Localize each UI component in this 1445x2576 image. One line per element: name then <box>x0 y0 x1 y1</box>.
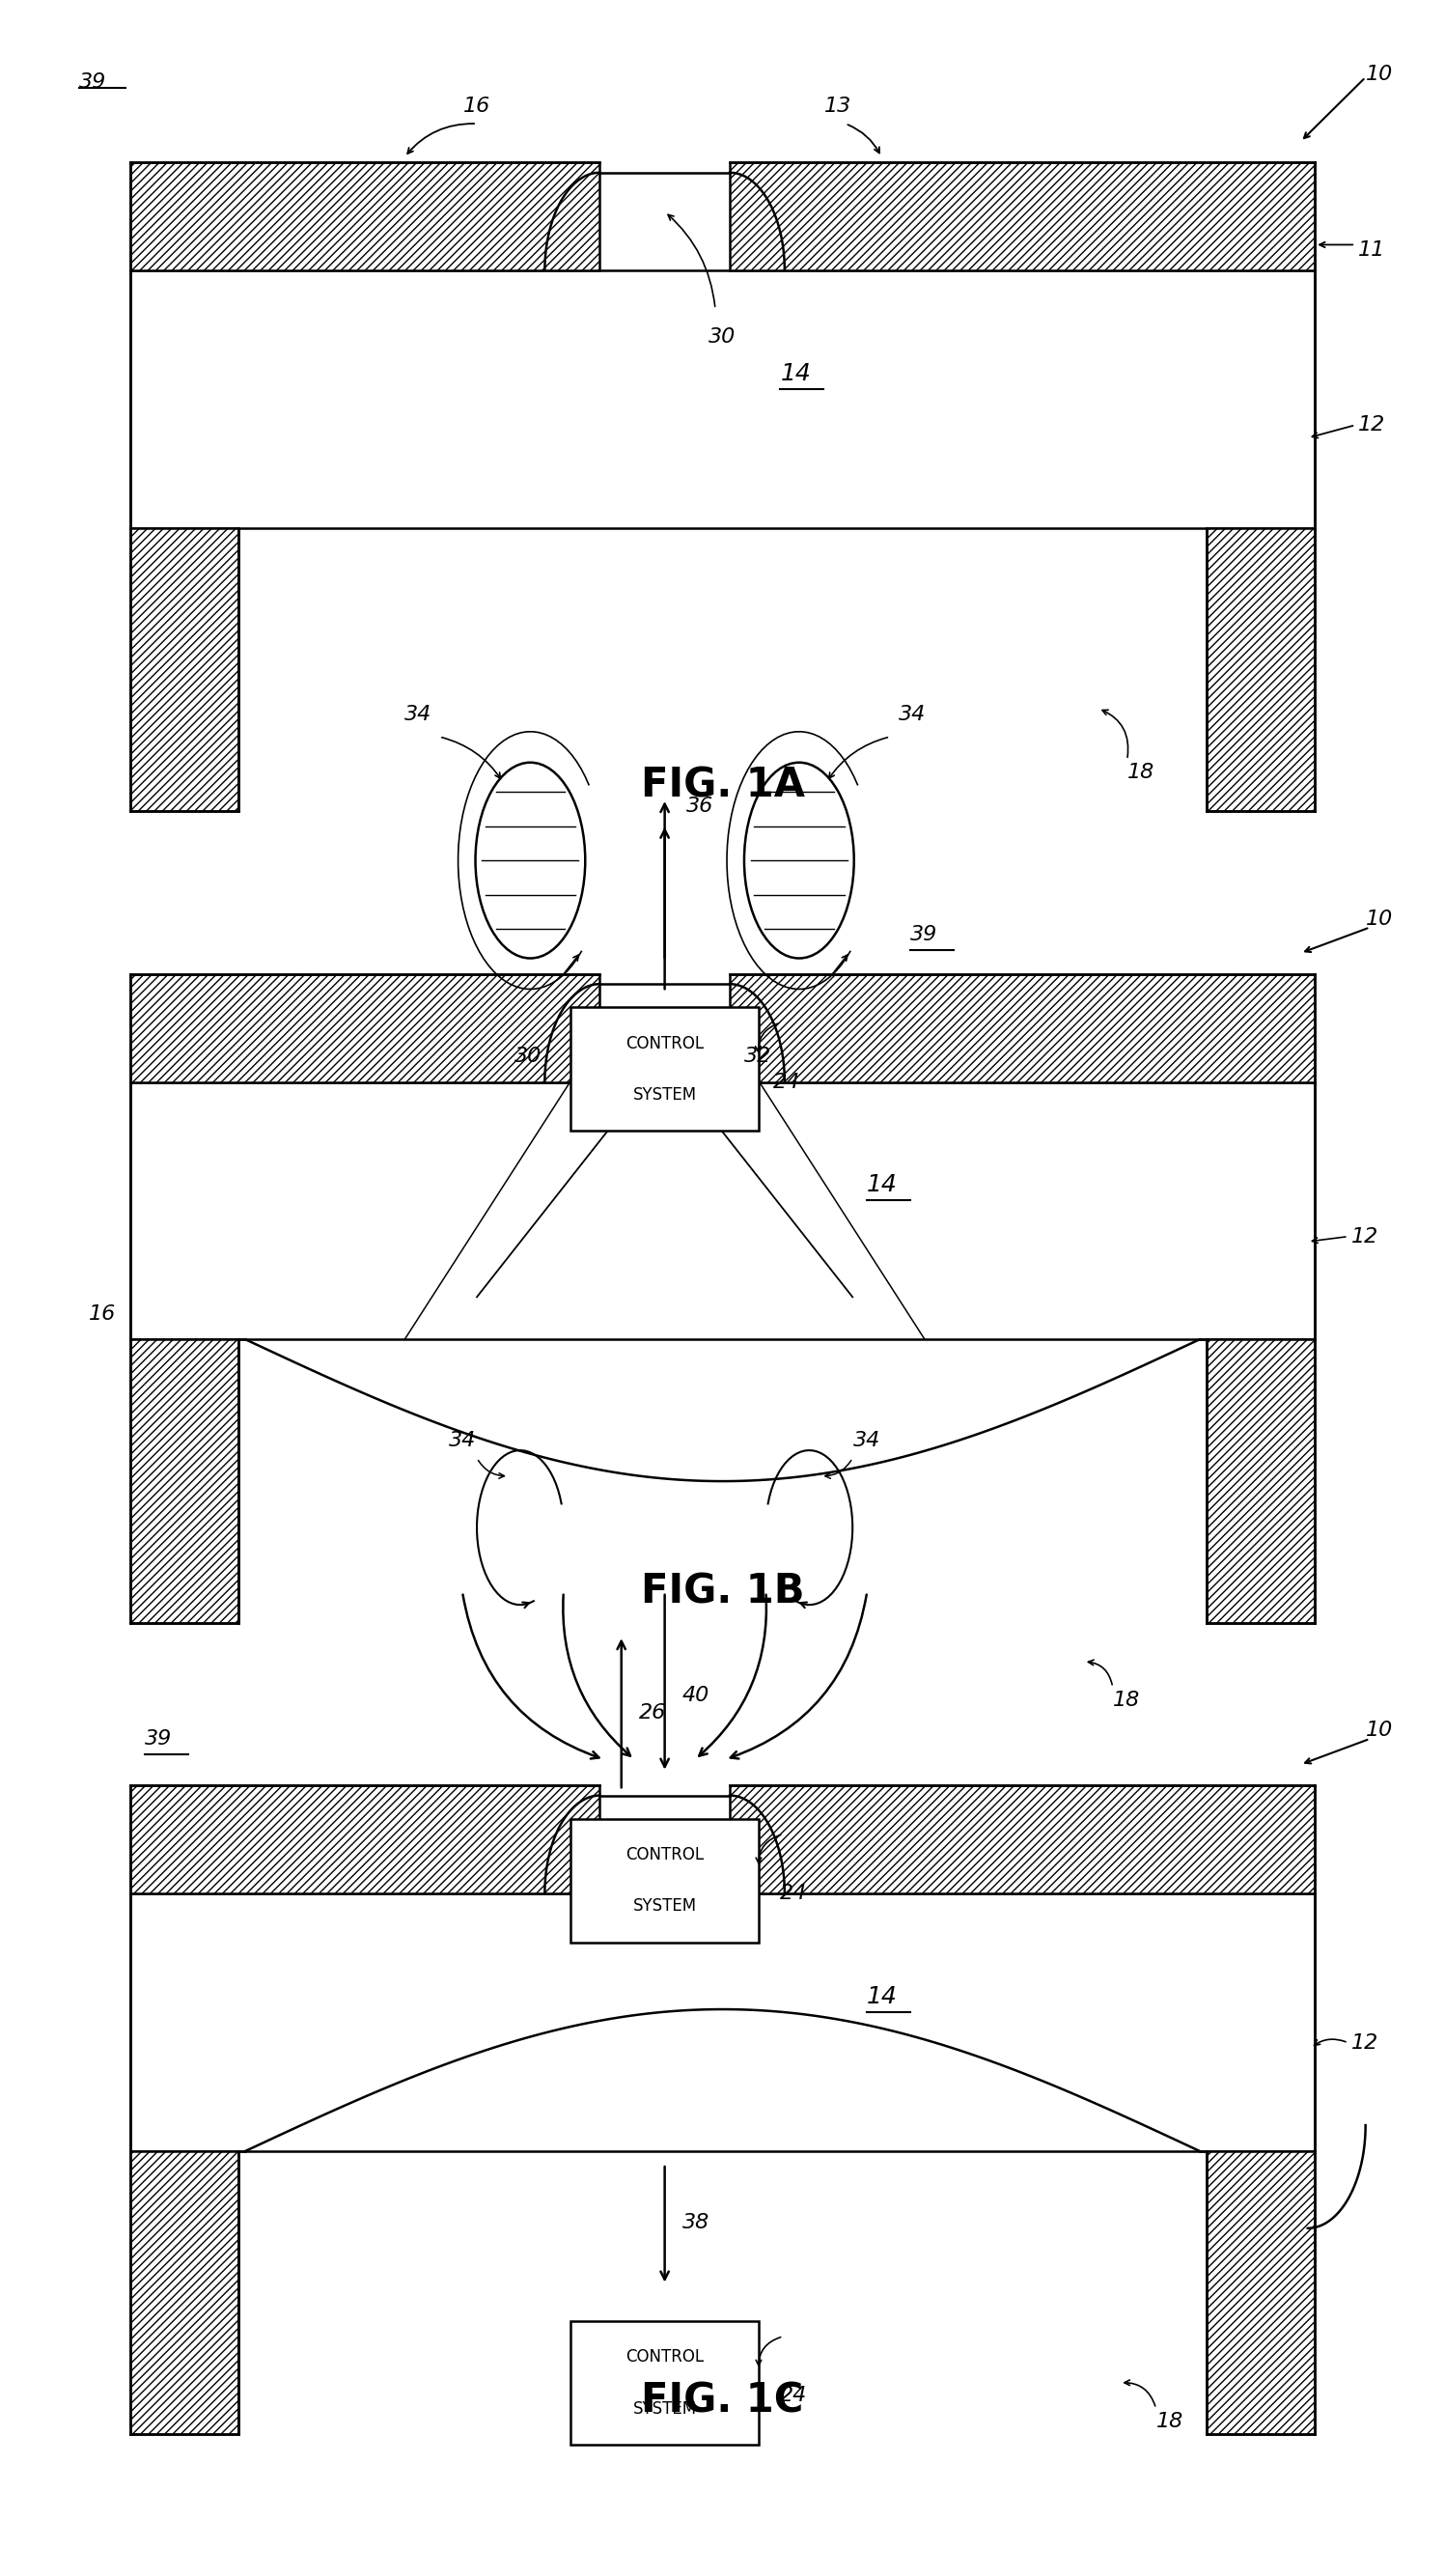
Text: SYSTEM: SYSTEM <box>633 1899 696 1914</box>
Bar <box>130 1893 1315 2151</box>
Text: 10: 10 <box>1366 64 1393 82</box>
Text: 36: 36 <box>686 796 714 817</box>
Text: 39: 39 <box>145 1728 172 1749</box>
Bar <box>1207 528 1315 811</box>
Text: 34: 34 <box>899 706 925 724</box>
Text: 24: 24 <box>780 2385 808 2406</box>
Bar <box>730 1785 1315 1893</box>
Text: 10: 10 <box>1366 1721 1393 1739</box>
Text: FIG. 1C: FIG. 1C <box>642 2380 803 2421</box>
Text: FIG. 1A: FIG. 1A <box>640 765 805 806</box>
Text: 14: 14 <box>867 1986 897 2007</box>
Text: CONTROL: CONTROL <box>626 2349 704 2365</box>
Text: 16: 16 <box>88 1303 116 1324</box>
Text: 32: 32 <box>744 1046 772 1066</box>
Text: 40: 40 <box>682 1685 709 1705</box>
Bar <box>130 270 1315 528</box>
Bar <box>130 1082 1315 1340</box>
Bar <box>1207 2151 1315 2434</box>
Text: 18: 18 <box>1156 2411 1183 2432</box>
Text: 26: 26 <box>639 1703 666 1723</box>
Text: 30: 30 <box>708 327 736 345</box>
Text: 12: 12 <box>1351 2032 1379 2053</box>
Text: 34: 34 <box>405 706 431 724</box>
Text: 39: 39 <box>910 925 938 945</box>
Bar <box>730 162 1315 270</box>
Text: 11: 11 <box>1358 240 1386 260</box>
Text: 14: 14 <box>867 1175 897 1195</box>
Bar <box>130 162 600 270</box>
Text: 18: 18 <box>1127 762 1155 783</box>
Text: CONTROL: CONTROL <box>626 1036 704 1051</box>
Text: 14: 14 <box>780 363 811 384</box>
Bar <box>130 1785 600 1893</box>
Text: 12: 12 <box>1358 415 1386 435</box>
Text: 34: 34 <box>449 1432 475 1450</box>
Text: 13: 13 <box>825 98 851 116</box>
Bar <box>730 974 1315 1082</box>
Bar <box>130 2151 238 2434</box>
Bar <box>571 1819 759 1942</box>
Text: 24: 24 <box>780 1883 808 1904</box>
Text: 12: 12 <box>1351 1226 1379 1247</box>
Text: 18: 18 <box>1113 1690 1140 1710</box>
Text: 39: 39 <box>79 72 107 90</box>
Bar <box>130 1340 238 1623</box>
Bar <box>130 528 238 811</box>
Text: 30: 30 <box>514 1046 542 1066</box>
Bar <box>1207 1340 1315 1623</box>
Text: SYSTEM: SYSTEM <box>633 1087 696 1103</box>
Bar <box>571 1007 759 1131</box>
Text: FIG. 1B: FIG. 1B <box>640 1571 805 1613</box>
Text: 24: 24 <box>773 1072 801 1092</box>
Bar <box>571 2321 759 2445</box>
Text: 38: 38 <box>682 2213 709 2233</box>
Text: 34: 34 <box>854 1432 880 1450</box>
Text: 10: 10 <box>1366 909 1393 927</box>
Text: CONTROL: CONTROL <box>626 1847 704 1862</box>
Bar <box>130 974 600 1082</box>
Text: SYSTEM: SYSTEM <box>633 2401 696 2416</box>
Text: 16: 16 <box>464 98 490 116</box>
